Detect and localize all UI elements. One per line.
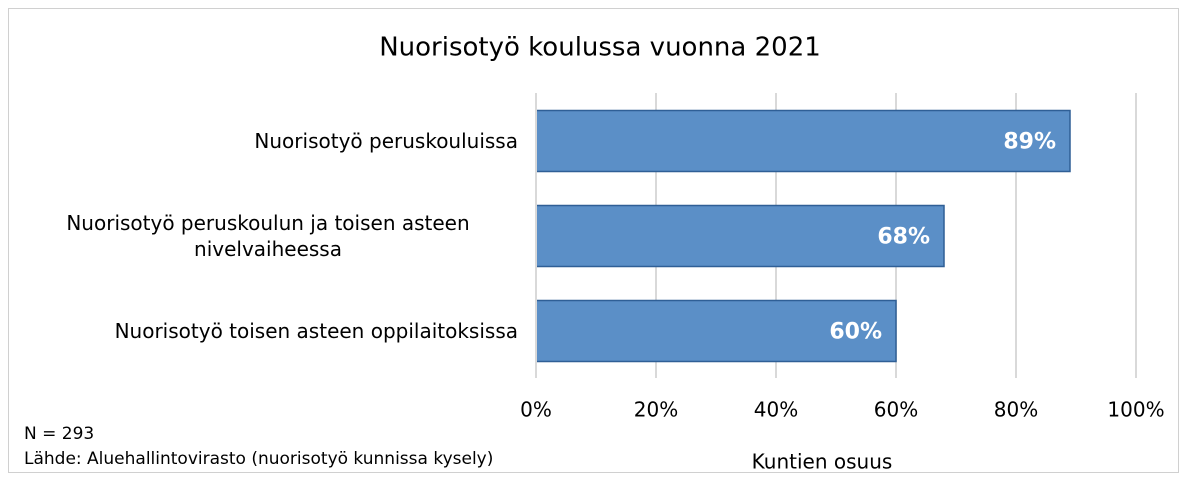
x-tick-label: 80% xyxy=(994,398,1038,422)
y-tick-label-box: Nuorisotyö peruskouluissa xyxy=(0,101,518,181)
chart-title: Nuorisotyö koulussa vuonna 2021 xyxy=(379,33,821,63)
x-tick-label: 40% xyxy=(754,398,798,422)
note: Lähde: Aluehallintovirasto (nuorisotyö k… xyxy=(24,449,493,469)
bar xyxy=(535,109,1071,173)
bar xyxy=(535,299,897,363)
data-label: 89% xyxy=(1003,130,1056,155)
y-tick-label-box: Nuorisotyö toisen asteen oppilaitoksissa xyxy=(0,291,518,371)
y-tick-label: Nuorisotyö peruskouluissa xyxy=(254,128,518,153)
y-tick-label: Nuorisotyö peruskoulun ja toisen asteen … xyxy=(66,210,470,261)
data-label: 60% xyxy=(829,320,882,345)
x-tick-label: 100% xyxy=(1107,398,1164,422)
y-tick-label: Nuorisotyö toisen asteen oppilaitoksissa xyxy=(114,318,518,343)
x-axis-title: Kuntien osuus xyxy=(752,450,893,474)
note: N = 293 xyxy=(24,424,94,444)
x-tick-label: 20% xyxy=(634,398,678,422)
data-label: 68% xyxy=(877,225,930,250)
x-tick-label: 0% xyxy=(520,398,552,422)
x-tick-label: 60% xyxy=(874,398,918,422)
y-tick-label-box: Nuorisotyö peruskoulun ja toisen asteen … xyxy=(0,196,518,276)
bar xyxy=(535,204,945,268)
